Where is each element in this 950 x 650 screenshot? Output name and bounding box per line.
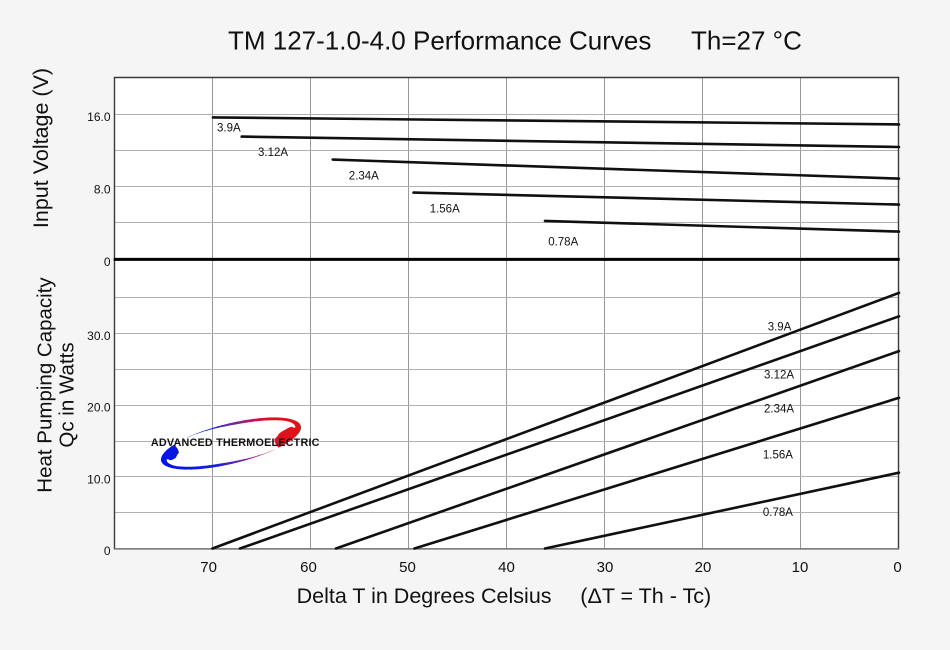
svg-text:50: 50 <box>399 559 416 576</box>
svg-text:30.0: 30.0 <box>87 329 111 343</box>
svg-text:Qc in Watts: Qc in Watts <box>56 342 79 447</box>
svg-text:3.9A: 3.9A <box>217 123 241 135</box>
svg-text:16.0: 16.0 <box>87 110 111 124</box>
svg-text:Input Voltage (V): Input Voltage (V) <box>29 68 53 228</box>
svg-text:3.12A: 3.12A <box>764 370 794 382</box>
svg-text:1.56A: 1.56A <box>430 204 460 216</box>
svg-text:(ΔT = Th - Tc): (ΔT = Th - Tc) <box>580 584 711 608</box>
svg-text:Heat Pumping Capacity: Heat Pumping Capacity <box>34 277 57 493</box>
svg-text:2.34A: 2.34A <box>764 404 794 416</box>
svg-text:0.78A: 0.78A <box>763 507 793 519</box>
svg-text:20.0: 20.0 <box>87 401 111 415</box>
svg-text:8.0: 8.0 <box>94 182 111 196</box>
svg-text:20: 20 <box>695 559 712 576</box>
svg-text:Th=27 °C: Th=27 °C <box>691 26 802 56</box>
svg-text:40: 40 <box>498 559 515 576</box>
svg-text:30: 30 <box>597 559 614 576</box>
svg-text:0: 0 <box>104 255 111 269</box>
svg-text:0.78A: 0.78A <box>548 237 578 249</box>
svg-text:10.0: 10.0 <box>87 472 111 486</box>
svg-text:TM 127-1.0-4.0 Performance Cur: TM 127-1.0-4.0 Performance Curves <box>228 26 651 56</box>
svg-text:60: 60 <box>300 559 317 576</box>
svg-text:2.34A: 2.34A <box>349 171 379 183</box>
svg-text:0: 0 <box>104 544 111 558</box>
svg-text:10: 10 <box>792 559 809 576</box>
svg-text:Delta T in Degrees Celsius: Delta T in Degrees Celsius <box>297 584 552 608</box>
svg-text:70: 70 <box>200 559 217 576</box>
svg-text:3.12A: 3.12A <box>258 147 288 159</box>
svg-text:0: 0 <box>893 559 901 576</box>
svg-text:ADVANCED THERMOELECTRIC: ADVANCED THERMOELECTRIC <box>151 437 320 449</box>
svg-text:1.56A: 1.56A <box>763 450 793 462</box>
svg-text:3.9A: 3.9A <box>768 321 792 333</box>
